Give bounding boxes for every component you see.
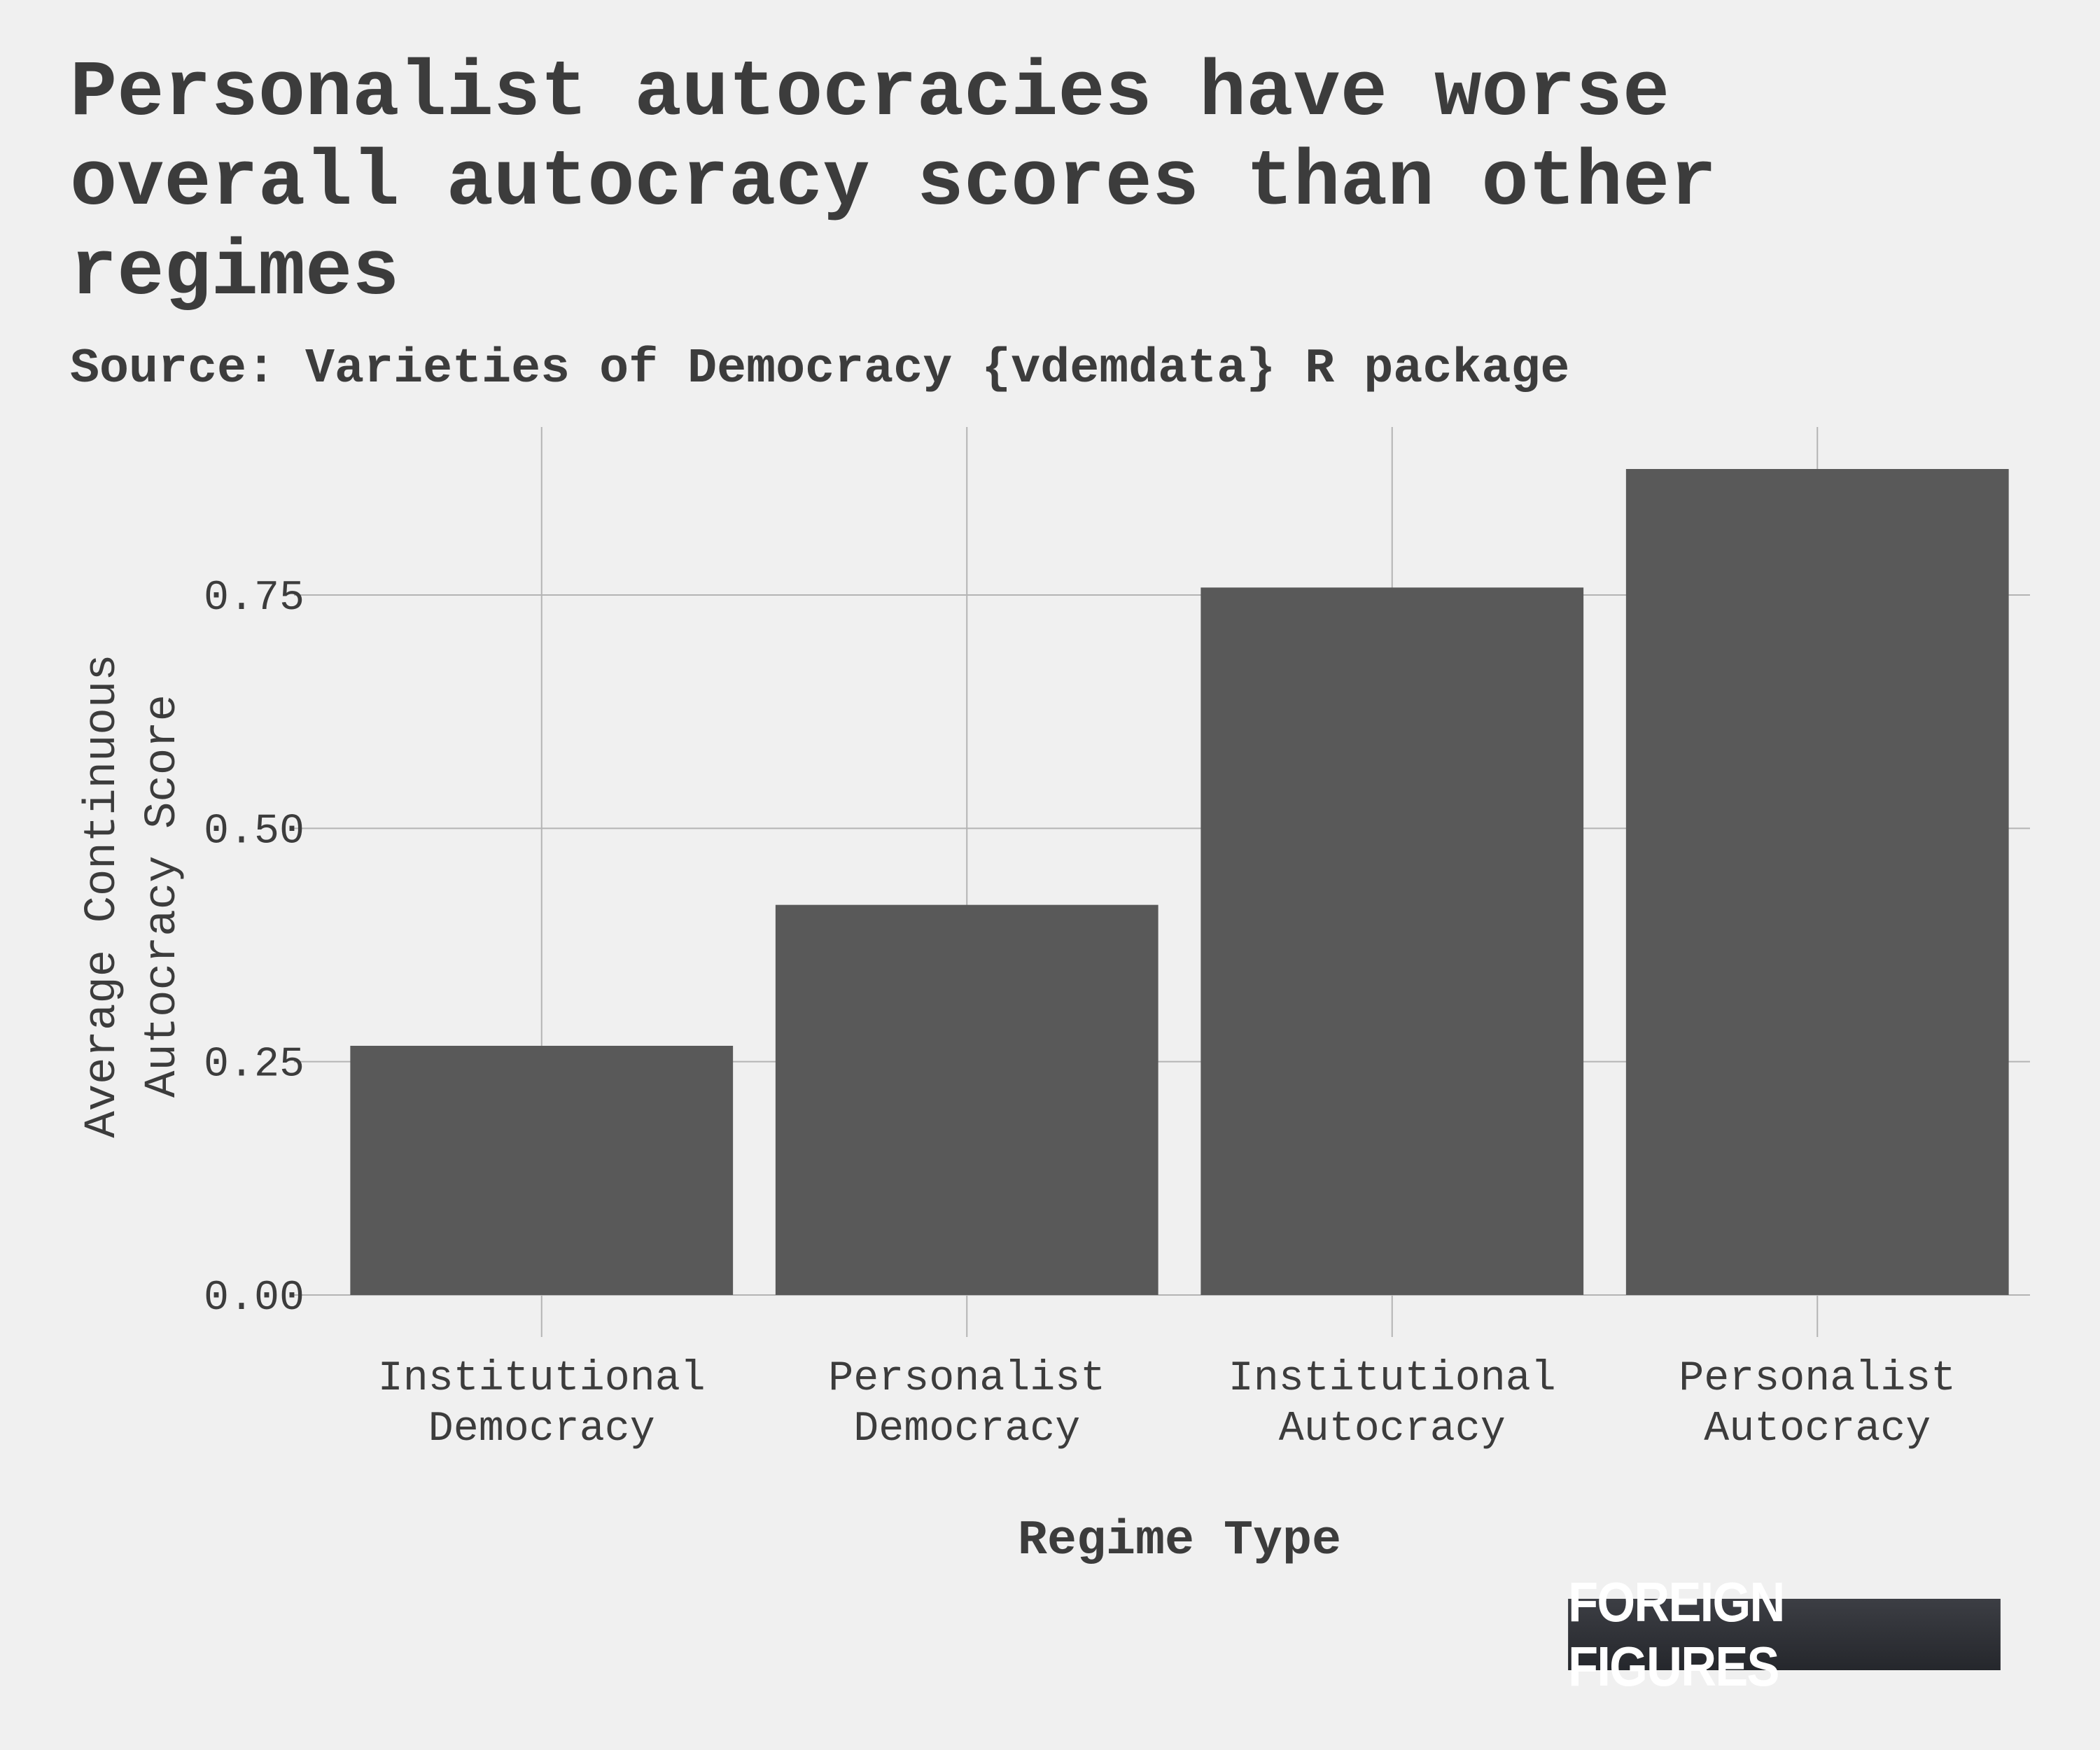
y-tick-label: 0.75: [204, 575, 304, 622]
bar: [350, 1046, 734, 1295]
brand-logo: FOREIGN FIGURES: [1568, 1571, 2001, 1698]
chart-subtitle: Source: Varieties of Democracy {vdemdata…: [70, 342, 1570, 397]
x-tick-label: Institutional Democracy: [378, 1355, 706, 1453]
x-tick-label: Institutional Autocracy: [1228, 1355, 1556, 1453]
y-tick-label: 0.25: [204, 1042, 304, 1089]
bar: [1625, 469, 2009, 1295]
y-axis-label: Average Continuous Autocracy Score: [78, 654, 188, 1138]
y-tick-label: 0.50: [204, 808, 304, 855]
y-tick-labels: 0.00 0.25 0.50 0.75: [204, 575, 304, 1322]
x-axis-label: Regime Type: [1017, 1513, 1342, 1569]
x-tick-label: Personalist Democracy: [828, 1355, 1105, 1453]
bar: [775, 904, 1158, 1295]
x-tick-labels: Institutional Democracy Personalist Democra…: [378, 1355, 1956, 1453]
bars-group: [350, 469, 2009, 1295]
chart-title: Personalist autocracies have worse overa…: [70, 49, 1717, 317]
y-tick-label: 0.00: [204, 1275, 304, 1322]
x-tick-label: Personalist Autocracy: [1679, 1355, 1956, 1453]
bar: [1200, 587, 1584, 1295]
